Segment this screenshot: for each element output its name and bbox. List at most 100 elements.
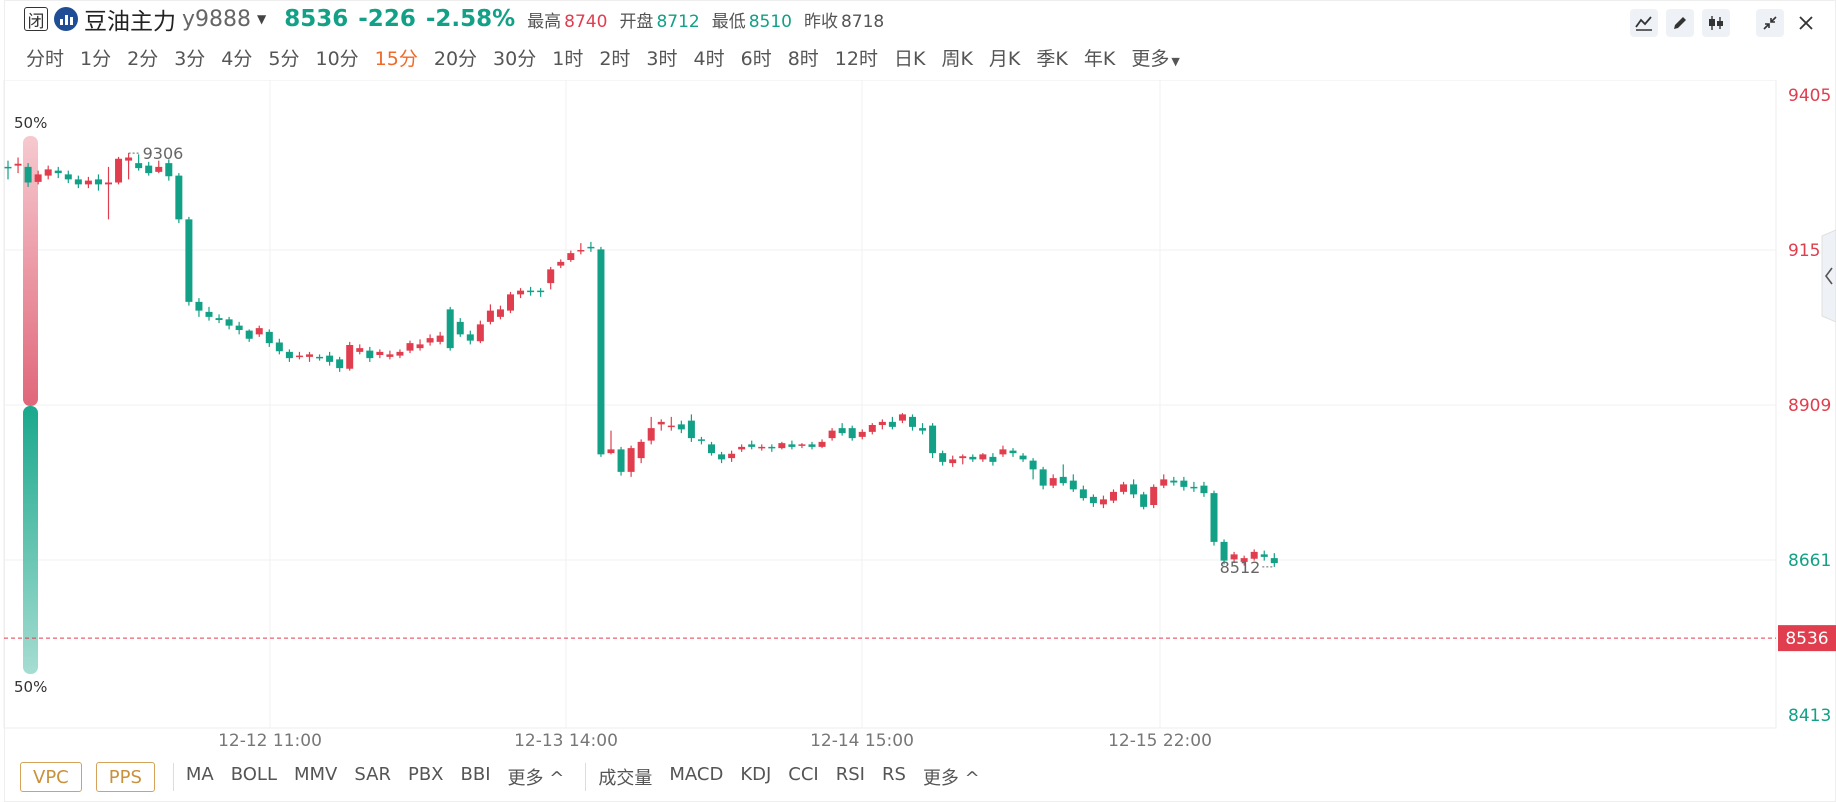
candle-body: [637, 441, 645, 459]
stat-high: 最高 8740: [527, 11, 608, 32]
period-tab[interactable]: 月K: [988, 48, 1021, 70]
candle-body: [1110, 491, 1117, 501]
period-tab[interactable]: 10分: [315, 48, 359, 70]
x-axis-tick-label: 12-15 22:00: [1108, 731, 1212, 751]
main-indicator-item[interactable]: PBX: [407, 764, 444, 785]
sub-indicator-item[interactable]: RS: [882, 764, 906, 785]
vpc-button[interactable]: VPC: [20, 762, 82, 792]
main-indicator-item[interactable]: BOLL: [230, 764, 277, 785]
main-indicator-item[interactable]: MA: [185, 764, 214, 785]
period-tab[interactable]: 5分: [268, 48, 300, 70]
period-tab[interactable]: 15分: [374, 48, 418, 70]
candle-body: [959, 456, 967, 459]
period-tab[interactable]: 分时: [26, 48, 65, 70]
candle-body: [275, 342, 283, 352]
period-tab[interactable]: 30分: [493, 48, 537, 70]
y-axis-tick-label: 8909: [1788, 396, 1831, 416]
symbol-selector[interactable]: y9888: [182, 6, 252, 32]
last-price: 8536: [284, 6, 349, 32]
period-tab[interactable]: 12时: [834, 48, 878, 70]
stat-open: 开盘 8712: [619, 11, 700, 32]
sub-indicator-item[interactable]: KDJ: [740, 764, 772, 785]
main-indicator-item[interactable]: 更多 ^: [507, 768, 565, 789]
candle-body: [1140, 494, 1148, 507]
period-tab[interactable]: 8时: [787, 48, 819, 70]
close-icon[interactable]: [1792, 9, 1820, 37]
period-tab[interactable]: 更多 ▼: [1131, 48, 1180, 70]
candle-body: [848, 428, 856, 439]
candle-body: [667, 425, 675, 428]
period-tab[interactable]: 季K: [1036, 48, 1068, 70]
candle-body: [436, 335, 444, 342]
volume-profile-top-label: 50%: [14, 114, 47, 132]
period-tab[interactable]: 1时: [552, 48, 584, 70]
candle-body: [537, 290, 545, 293]
period-tab[interactable]: 6时: [740, 48, 772, 70]
candle-body: [4, 166, 12, 169]
candle-body: [828, 430, 836, 439]
candle-body: [195, 301, 203, 311]
pps-button[interactable]: PPS: [95, 762, 155, 792]
candle-body: [336, 359, 344, 369]
main-indicator-item[interactable]: MMV: [294, 764, 338, 785]
low-annotation: 8512: [1220, 558, 1261, 577]
line-tool-icon[interactable]: [1630, 9, 1658, 37]
collapse-icon[interactable]: [1756, 9, 1784, 37]
chevron-down-icon[interactable]: ▼: [257, 12, 267, 26]
candle-body: [768, 446, 776, 449]
main-indicator-item[interactable]: BBI: [460, 764, 491, 785]
sub-indicator-item[interactable]: 成交量: [598, 768, 653, 789]
candle-body: [1009, 450, 1017, 454]
period-tab[interactable]: 20分: [433, 48, 478, 70]
candle-body: [446, 309, 454, 349]
candle-body: [718, 454, 726, 460]
sub-indicator-item[interactable]: 更多 ^: [922, 768, 980, 789]
candle-body: [898, 414, 906, 421]
pencil-icon[interactable]: [1666, 9, 1694, 37]
sub-indicator-item[interactable]: MACD: [669, 764, 724, 785]
x-axis-tick-label: 12-12 11:00: [218, 731, 322, 751]
period-tab[interactable]: 4时: [693, 48, 725, 70]
period-tab[interactable]: 日K: [893, 48, 926, 70]
candle-body: [969, 456, 977, 460]
candle-body: [1260, 554, 1268, 557]
candle-style-icon[interactable]: [1702, 9, 1730, 37]
period-tab[interactable]: 1分: [80, 48, 112, 70]
period-tab[interactable]: 3分: [174, 48, 206, 70]
candle-body: [1099, 499, 1107, 505]
chart-toolbar: [1630, 9, 1820, 37]
chevron-left-icon: [1825, 267, 1833, 285]
candle-body: [818, 441, 826, 447]
period-tab[interactable]: 年K: [1083, 48, 1116, 70]
period-tab[interactable]: 3时: [646, 48, 678, 70]
candle-body: [627, 448, 635, 472]
candle-body: [205, 311, 213, 317]
candle-body: [496, 309, 504, 317]
candle-body: [476, 324, 484, 342]
candle-body: [1220, 541, 1228, 561]
candle-body: [416, 344, 424, 349]
candle-body: [306, 354, 313, 357]
candle-body: [1200, 485, 1208, 494]
indicator-bar: VPC PPS MA BOLL MMV SAR PBX BBI 更多 ^ 成交量 MACD KD…: [0, 752, 1836, 802]
period-tab[interactable]: 2分: [127, 48, 159, 70]
sub-indicator-item[interactable]: RSI: [835, 764, 865, 785]
candle-body: [1160, 479, 1168, 486]
period-tab[interactable]: 周K: [941, 48, 973, 70]
period-tab[interactable]: 2时: [599, 48, 631, 70]
candle-body: [697, 439, 705, 441]
candle-body: [1190, 486, 1198, 489]
instrument-name: 豆油主力: [84, 9, 176, 35]
candle-body: [255, 328, 263, 335]
candle-body: [74, 179, 82, 185]
main-indicator-item[interactable]: SAR: [354, 764, 391, 785]
x-axis-tick-label: 12-13 14:00: [514, 731, 618, 751]
candle-body: [346, 345, 354, 369]
period-tab[interactable]: 4分: [221, 48, 253, 70]
kline-chart[interactable]: 9405 9157 8909 8661 8413 12-12 11:00 12-13 14:…: [0, 79, 1836, 756]
side-panel-toggle[interactable]: [1821, 229, 1836, 323]
candle-body: [175, 175, 183, 220]
candle-body: [64, 174, 72, 180]
sub-indicator-item[interactable]: CCI: [788, 764, 819, 785]
